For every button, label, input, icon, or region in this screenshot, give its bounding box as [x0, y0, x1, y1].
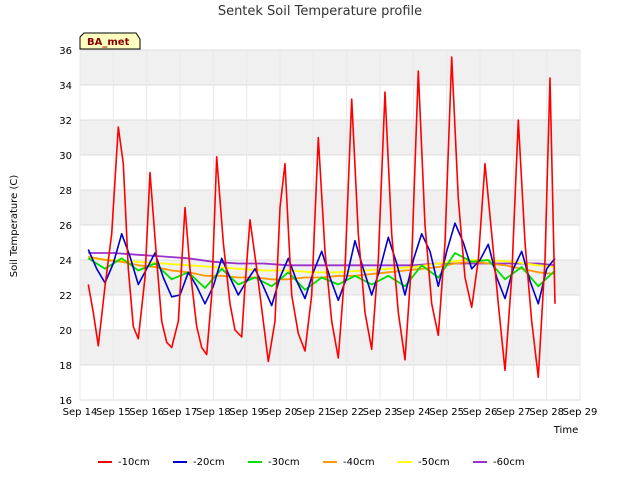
y-axis-ticks: 16 18 20 22 24 26 28 30 32 34 36 [59, 46, 72, 407]
y-tick-label: 20 [59, 326, 72, 337]
y-tick-label: 28 [59, 186, 72, 197]
series-line-30cm [87, 252, 556, 291]
x-tick-label: Sep 23 [363, 407, 398, 418]
y-tick-label: 22 [59, 291, 72, 302]
y-tick-label: 16 [59, 396, 72, 407]
x-tick-label: Sep 24 [396, 407, 431, 418]
x-tick-label: Sep 14 [63, 407, 98, 418]
y-tick-label: 30 [59, 151, 72, 162]
legend-label: -30cm [268, 457, 300, 468]
chart-legend: -10cm -20cm -30cm -40cm -50cm -60cm [98, 457, 525, 468]
site-badge-box [79, 32, 141, 50]
plot-band [80, 190, 580, 225]
plot-band [80, 85, 580, 120]
x-tick-label: Sep 16 [129, 407, 164, 418]
y-tick-label: 26 [59, 221, 72, 232]
x-tick-label: Sep 15 [96, 407, 131, 418]
x-tick-label: Sep 29 [563, 407, 598, 418]
x-axis-label: Time [553, 425, 578, 436]
legend-label: -40cm [343, 457, 375, 468]
x-tick-label: Sep 25 [429, 407, 464, 418]
x-tick-label: Sep 28 [529, 407, 564, 418]
x-tick-label: Sep 20 [263, 407, 298, 418]
plot-band [80, 120, 580, 155]
y-tick-label: 18 [59, 361, 72, 372]
chart-title: Sentek Soil Temperature profile [218, 4, 422, 19]
x-tick-label: Sep 18 [196, 407, 231, 418]
plot-band [80, 330, 580, 365]
y-tick-label: 32 [59, 116, 72, 127]
y-axis-label: Soil Temperature (C) [9, 175, 20, 278]
y-tick-label: 34 [59, 81, 72, 92]
legend-label: -60cm [493, 457, 525, 468]
x-tick-label: Sep 27 [496, 407, 531, 418]
x-tick-label: Sep 26 [463, 407, 498, 418]
plot-band [80, 365, 580, 400]
y-tick-label: 36 [59, 46, 72, 57]
legend-label: -10cm [118, 457, 150, 468]
series-layer [87, 56, 556, 379]
y-tick-label: 24 [59, 256, 72, 267]
series-line-10cm [87, 56, 556, 379]
plot-band [80, 50, 580, 85]
x-tick-label: Sep 21 [296, 407, 331, 418]
x-tick-label: Sep 19 [229, 407, 264, 418]
plot-band [80, 225, 580, 260]
legend-label: -20cm [193, 457, 225, 468]
x-tick-label: Sep 17 [163, 407, 198, 418]
plot-band [80, 155, 580, 190]
site-badge: BA_met [79, 32, 141, 50]
x-tick-label: Sep 22 [329, 407, 364, 418]
legend-label: -50cm [418, 457, 450, 468]
site-badge-label: BA_met [87, 37, 130, 48]
